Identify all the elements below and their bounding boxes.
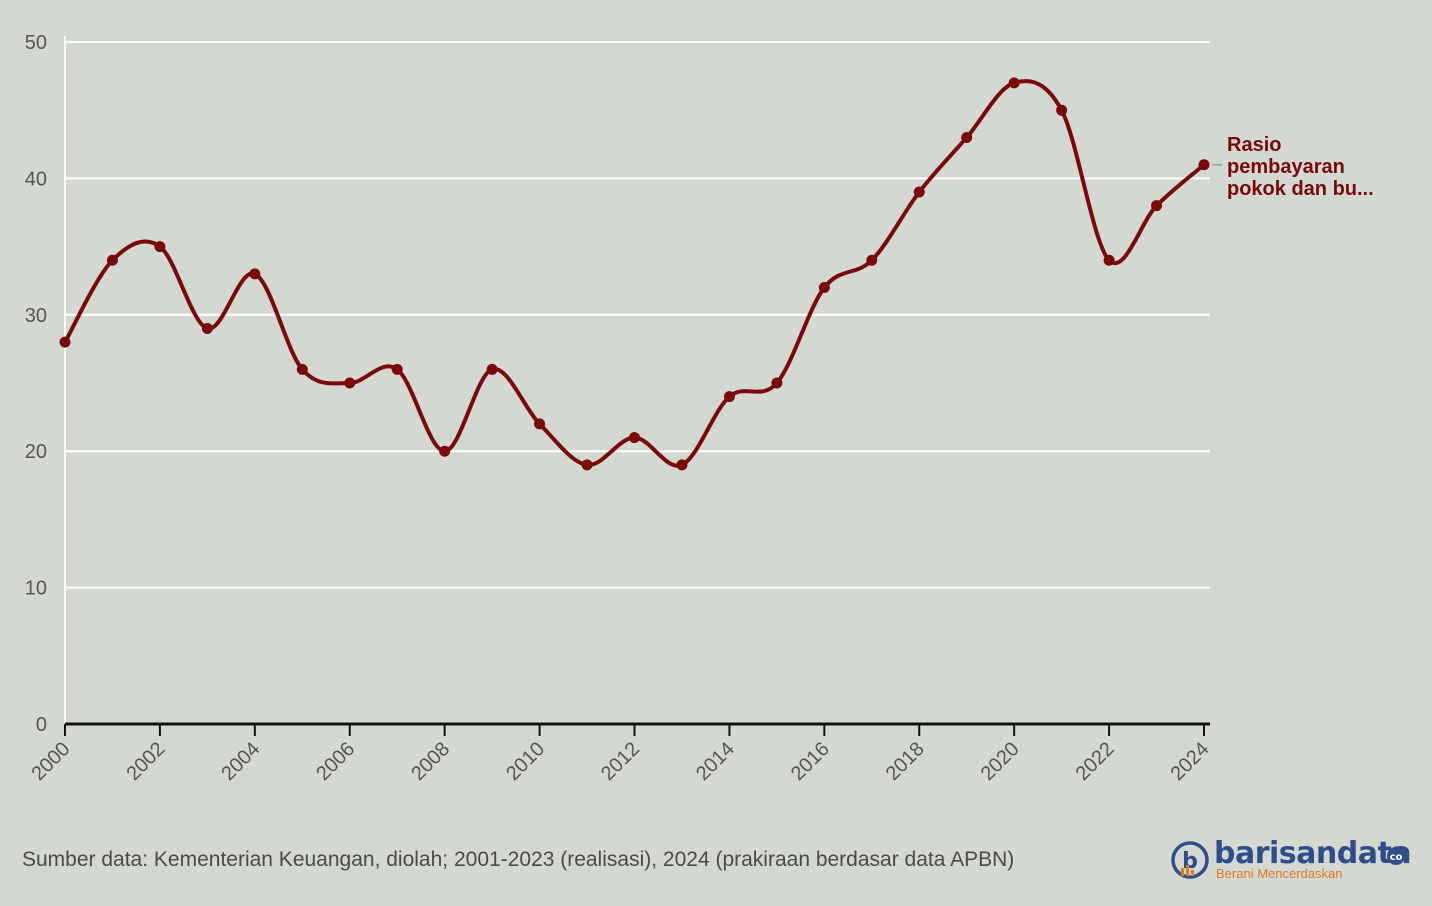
data-point bbox=[1056, 104, 1068, 116]
x-tick-label: 2016 bbox=[787, 738, 834, 785]
data-point bbox=[201, 322, 213, 334]
y-tick-label: 40 bbox=[25, 168, 47, 190]
x-tick-label: 2004 bbox=[217, 738, 264, 785]
x-tick-label: 2020 bbox=[977, 738, 1024, 785]
x-tick-label: 2022 bbox=[1072, 738, 1119, 785]
brand-logo: b barisandata Berani Mencerdaskan co bbox=[1170, 836, 1412, 884]
x-tick-labels: 2000 2002 2004 2006 2008 2010 2012 2014 2016 2018… bbox=[28, 738, 1214, 785]
data-point bbox=[1151, 200, 1163, 212]
logo-tagline: Berani Mencerdaskan bbox=[1216, 866, 1343, 881]
data-point bbox=[154, 241, 166, 253]
data-point bbox=[818, 282, 830, 294]
data-point bbox=[534, 418, 546, 430]
data-point bbox=[1198, 159, 1210, 171]
svg-text:co: co bbox=[1390, 852, 1403, 863]
grid-lines bbox=[65, 41, 1210, 589]
x-tick-label: 2006 bbox=[312, 738, 359, 785]
series-label-line: Rasio bbox=[1227, 134, 1281, 156]
data-point bbox=[961, 131, 973, 143]
x-tick-label: 2008 bbox=[407, 738, 454, 785]
x-tick-label: 2014 bbox=[692, 738, 739, 785]
axes bbox=[64, 36, 1210, 736]
data-point bbox=[723, 391, 735, 403]
logo-co-badge-icon: co bbox=[1387, 847, 1405, 865]
data-point bbox=[249, 268, 261, 280]
y-tick-label: 30 bbox=[25, 305, 47, 327]
y-tick-label: 20 bbox=[25, 441, 47, 463]
data-point bbox=[629, 432, 640, 444]
data-point bbox=[344, 377, 356, 389]
data-point bbox=[439, 445, 451, 457]
data-point bbox=[581, 459, 593, 471]
x-tick-label: 2002 bbox=[122, 738, 169, 785]
y-tick-label: 0 bbox=[36, 714, 47, 736]
source-note: Sumber data: Kementerian Keuangan, diola… bbox=[22, 848, 1015, 871]
series-line bbox=[63, 79, 1206, 468]
x-tick-label: 2010 bbox=[502, 738, 549, 785]
data-point bbox=[486, 363, 498, 375]
x-tick-label: 2012 bbox=[597, 738, 644, 785]
series-label-line: pokok dan bu... bbox=[1227, 178, 1374, 200]
data-point bbox=[391, 363, 403, 375]
data-point bbox=[1008, 77, 1020, 89]
data-point bbox=[59, 336, 71, 348]
y-tick-labels: 0 10 20 30 40 50 bbox=[25, 32, 47, 736]
series-layer bbox=[59, 77, 1210, 471]
x-tick-label: 2024 bbox=[1167, 738, 1214, 785]
y-tick-label: 10 bbox=[25, 578, 47, 600]
data-point bbox=[866, 254, 878, 266]
data-point bbox=[1103, 254, 1115, 266]
data-point bbox=[676, 459, 688, 471]
svg-text:b: b bbox=[1182, 849, 1198, 874]
y-tick-label: 50 bbox=[25, 32, 47, 54]
series-label-line: pembayaran bbox=[1227, 156, 1345, 178]
logo-wordmark: barisandata bbox=[1214, 836, 1412, 871]
x-tick-label: 2000 bbox=[28, 738, 75, 785]
data-point bbox=[913, 186, 925, 198]
x-tick-label: 2018 bbox=[882, 738, 929, 785]
data-point bbox=[106, 254, 118, 266]
logo-mark-icon: b bbox=[1171, 841, 1209, 879]
data-point bbox=[771, 377, 783, 389]
data-point bbox=[296, 363, 308, 375]
